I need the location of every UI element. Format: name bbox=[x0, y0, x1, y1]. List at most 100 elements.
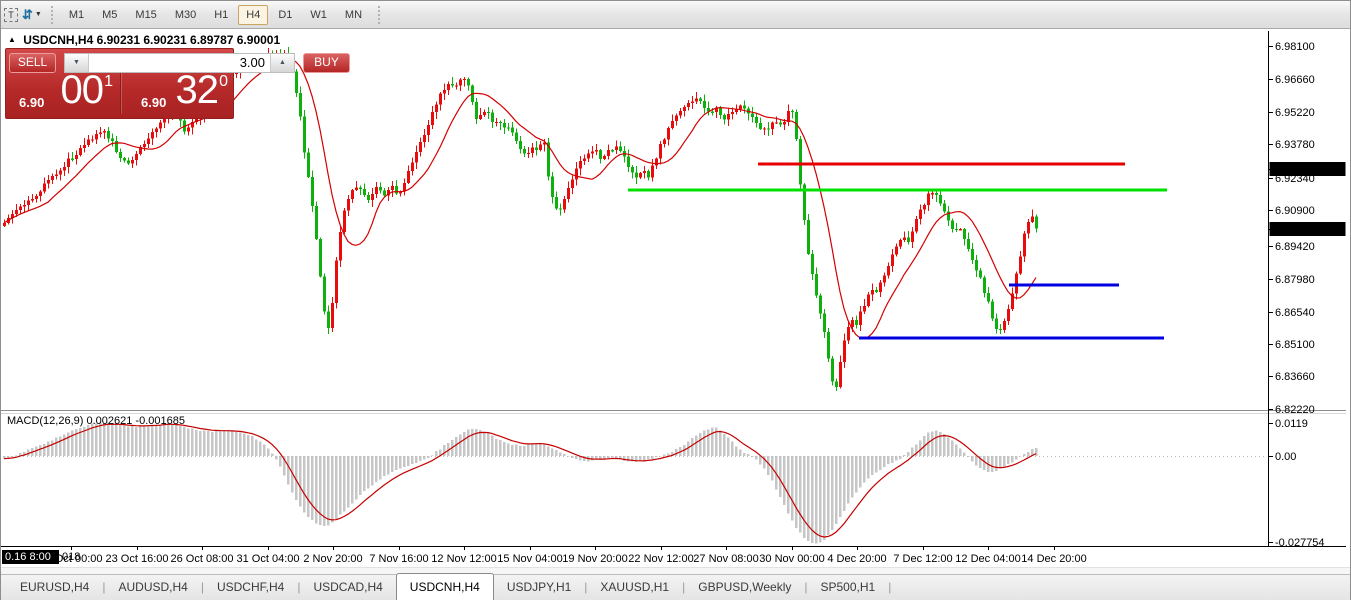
volume-spinner: ▼ ▲ bbox=[64, 52, 295, 73]
toolbar-separator bbox=[50, 5, 55, 24]
macd-tick-label: 0.00 bbox=[1275, 451, 1296, 463]
price-tick-label: 6.92794 bbox=[1275, 164, 1315, 176]
price-tick-label: 6.82220 bbox=[1275, 404, 1315, 416]
timeframe-button-D1[interactable]: D1 bbox=[278, 8, 293, 21]
time-tick-label: 14 Dec 20:00 bbox=[1021, 553, 1086, 565]
price-tick-label: 6.93780 bbox=[1275, 139, 1315, 151]
chart-scroll-strip[interactable] bbox=[1, 567, 1350, 574]
time-axis-highlight-label: 0.16 8:00 bbox=[2, 550, 59, 564]
macd-name: MACD(12,26,9) bbox=[7, 415, 84, 427]
time-tick-label: 15 Nov 04:00 bbox=[497, 553, 562, 565]
time-tick-label: 7 Dec 12:00 bbox=[893, 553, 952, 565]
candles-layer bbox=[3, 47, 1038, 391]
chart-tab-EURUSD-H4[interactable]: EURUSD,H4 bbox=[20, 580, 90, 594]
chart-tab-USDJPY-H1[interactable]: USDJPY,H1 bbox=[506, 580, 572, 594]
chart-tab-USDCAD-H4[interactable]: USDCAD,H4 bbox=[313, 580, 383, 594]
toolbar-separator bbox=[378, 5, 382, 24]
buy-price-base: 6.90 bbox=[141, 95, 167, 110]
price-tick-label: 6.90001 bbox=[1275, 224, 1315, 236]
macd-signal-line bbox=[3, 423, 1037, 538]
toolbar: T ⇵ ▼ M1 M5 M15 M30 H1 H4 D1 W1 MN bbox=[1, 1, 1350, 29]
chart-tab-XAUUSD-H1[interactable]: XAUUSD,H1 bbox=[600, 580, 670, 594]
time-tick-label: 26 Oct 08:00 bbox=[171, 553, 234, 565]
one-click-trading-panel: SELL ▼ ▲ BUY 6.90 00 1 6.90 32 0 bbox=[5, 48, 350, 119]
macd-histogram bbox=[3, 422, 1038, 544]
chart-tab-AUDUSD-H4[interactable]: AUDUSD,H4 bbox=[118, 580, 188, 594]
price-tick-label: 6.87980 bbox=[1275, 274, 1315, 286]
buy-button[interactable]: BUY bbox=[303, 52, 350, 73]
timeframe-button-W1[interactable]: W1 bbox=[310, 8, 327, 21]
time-tick-label: 2 Nov 20:00 bbox=[303, 553, 362, 565]
tab-separator: | bbox=[682, 580, 686, 594]
macd-tick-label: 0.0119 bbox=[1275, 418, 1308, 430]
macd-values: 0.002621 -0.001685 bbox=[86, 415, 185, 427]
time-axis-first-tail: 018 bbox=[62, 551, 81, 563]
timeframe-button-M5[interactable]: M5 bbox=[102, 8, 118, 21]
buy-price-display[interactable]: 6.90 32 0 bbox=[121, 68, 235, 117]
symbol-timeframe-label: USDCNH,H4 bbox=[23, 33, 94, 47]
sell-button[interactable]: SELL bbox=[9, 52, 56, 73]
timeframe-button-M30[interactable]: M30 bbox=[174, 8, 197, 21]
tab-separator: | bbox=[297, 580, 301, 594]
price-divider bbox=[120, 73, 121, 114]
collapse-arrow-icon: ▲ bbox=[8, 35, 16, 44]
tab-separator: | bbox=[102, 580, 106, 594]
time-tick-label: 7 Nov 16:00 bbox=[369, 553, 428, 565]
volume-input[interactable] bbox=[89, 53, 270, 72]
price-tick-label: 6.95220 bbox=[1275, 107, 1315, 119]
chart-tab-bar: EURUSD,H4 | AUDUSD,H4 | USDCHF,H4 | USDCAD,H4 U… bbox=[1, 573, 1350, 600]
chart-title: ▲ USDCNH,H4 6.90231 6.90231 6.89787 6.90… bbox=[8, 33, 280, 47]
tab-separator: | bbox=[200, 580, 204, 594]
price-tick-label: 6.86540 bbox=[1275, 307, 1315, 319]
ohlc-values: 6.90231 6.90231 6.89787 6.90001 bbox=[96, 33, 281, 47]
timeframe-button-group: M1 M5 M15 M30 H1 H4 D1 W1 MN bbox=[60, 4, 371, 25]
sell-price-big: 00 bbox=[60, 68, 104, 112]
tab-separator: | bbox=[584, 580, 588, 594]
price-tick-label: 6.98100 bbox=[1275, 41, 1315, 53]
price-tick-label: 6.92340 bbox=[1275, 173, 1315, 185]
sell-price-sup: 1 bbox=[104, 73, 113, 90]
time-tick-label: 12 Nov 12:00 bbox=[431, 553, 496, 565]
macd-indicator-label: MACD(12,26,9) 0.002621 -0.001685 bbox=[7, 415, 185, 427]
horizontal-line-objects bbox=[628, 162, 1167, 340]
time-tick-label: 22 Nov 12:00 bbox=[628, 553, 693, 565]
text-tool-glyph: T bbox=[4, 7, 18, 22]
sell-price-base: 6.90 bbox=[19, 95, 45, 110]
timeframe-button-MN[interactable]: MN bbox=[344, 8, 363, 21]
timeframe-button-H4[interactable]: H4 bbox=[238, 4, 269, 25]
chart-tab-SP500-H1[interactable]: SP500,H1 bbox=[820, 580, 876, 594]
time-tick-label: 12 Dec 04:00 bbox=[955, 553, 1020, 565]
time-tick-label: 23 Oct 16:00 bbox=[106, 553, 169, 565]
time-tick-label: 27 Nov 08:00 bbox=[693, 553, 758, 565]
tab-separator: | bbox=[804, 580, 808, 594]
volume-decrease-button[interactable]: ▼ bbox=[65, 53, 89, 72]
arrows-icon: ⇵ bbox=[22, 6, 33, 22]
time-tick-label: 30 Nov 00:00 bbox=[759, 553, 824, 565]
price-tick-label: 6.90900 bbox=[1275, 205, 1315, 217]
price-tick-label: 6.89420 bbox=[1275, 241, 1315, 253]
timeframe-button-H1[interactable]: H1 bbox=[214, 8, 229, 21]
time-tick-label: 19 Nov 20:00 bbox=[562, 553, 627, 565]
volume-increase-button[interactable]: ▲ bbox=[270, 53, 294, 72]
price-tick-label: 6.96660 bbox=[1275, 74, 1315, 86]
buy-price-big: 32 bbox=[175, 68, 219, 112]
time-tick-label: 31 Oct 04:00 bbox=[237, 553, 300, 565]
tab-separator: | bbox=[888, 580, 892, 594]
chart-tab-GBPUSD-Weekly[interactable]: GBPUSD,Weekly bbox=[698, 580, 792, 594]
timeframe-button-M1[interactable]: M1 bbox=[68, 8, 85, 21]
chart-tab-USDCNH-H4[interactable]: USDCNH,H4 bbox=[395, 573, 494, 600]
price-tick-label: 6.85100 bbox=[1275, 339, 1315, 351]
price-axis[interactable]: 6.98100 6.96660 6.95220 6.93780 6.927946.923… bbox=[1268, 31, 1346, 549]
time-axis[interactable]: 19 Oct 00:00 23 Oct 16:00 26 Oct 08:00 31 O… bbox=[1, 546, 1346, 565]
text-marquee-icon[interactable]: T bbox=[4, 5, 18, 25]
arrows-tool-button[interactable]: ⇵ ▼ bbox=[22, 5, 42, 25]
sell-price-display[interactable]: 6.90 00 1 bbox=[6, 68, 120, 117]
chart-canvas[interactable]: 6.98100 6.96660 6.95220 6.93780 6.927946.923… bbox=[1, 29, 1351, 600]
chart-tab-USDCHF-H4[interactable]: USDCHF,H4 bbox=[216, 580, 285, 594]
time-tick-label: 4 Dec 20:00 bbox=[827, 553, 886, 565]
macd-tick-label: -0.027754 bbox=[1275, 537, 1325, 549]
price-tick-label: 6.83660 bbox=[1275, 371, 1315, 383]
buy-price-sup: 0 bbox=[219, 73, 228, 90]
timeframe-button-M15[interactable]: M15 bbox=[135, 8, 157, 21]
